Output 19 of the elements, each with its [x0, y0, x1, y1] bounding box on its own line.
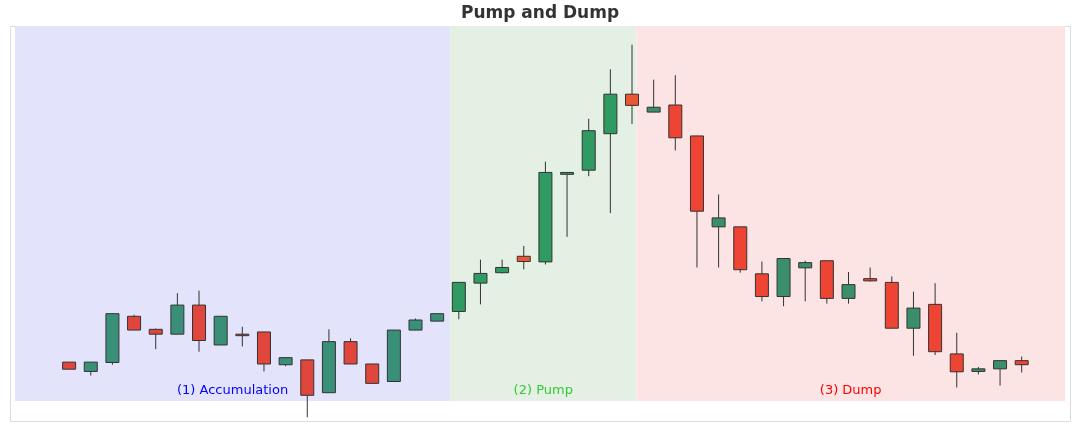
candlestick: [841, 271, 856, 305]
candlestick: [365, 363, 380, 384]
candlestick: [711, 193, 726, 268]
candlestick: [343, 337, 358, 365]
candlestick: [754, 261, 769, 302]
annotation: (1) Accumulation: [177, 382, 289, 397]
candlestick: [646, 79, 661, 113]
candlestick: [906, 291, 921, 357]
candlestick: [949, 332, 964, 388]
candlestick: [473, 259, 488, 305]
chart-title: Pump and Dump: [460, 2, 620, 22]
annotation: (3) Dump: [819, 382, 882, 397]
candlestick: [798, 260, 813, 302]
annotation: (2) Pump: [513, 382, 573, 397]
candlestick: [495, 259, 510, 274]
candlestick: [516, 245, 531, 270]
candlestick: [560, 171, 575, 238]
candlestick: [625, 44, 640, 125]
candlestick: [993, 360, 1008, 387]
